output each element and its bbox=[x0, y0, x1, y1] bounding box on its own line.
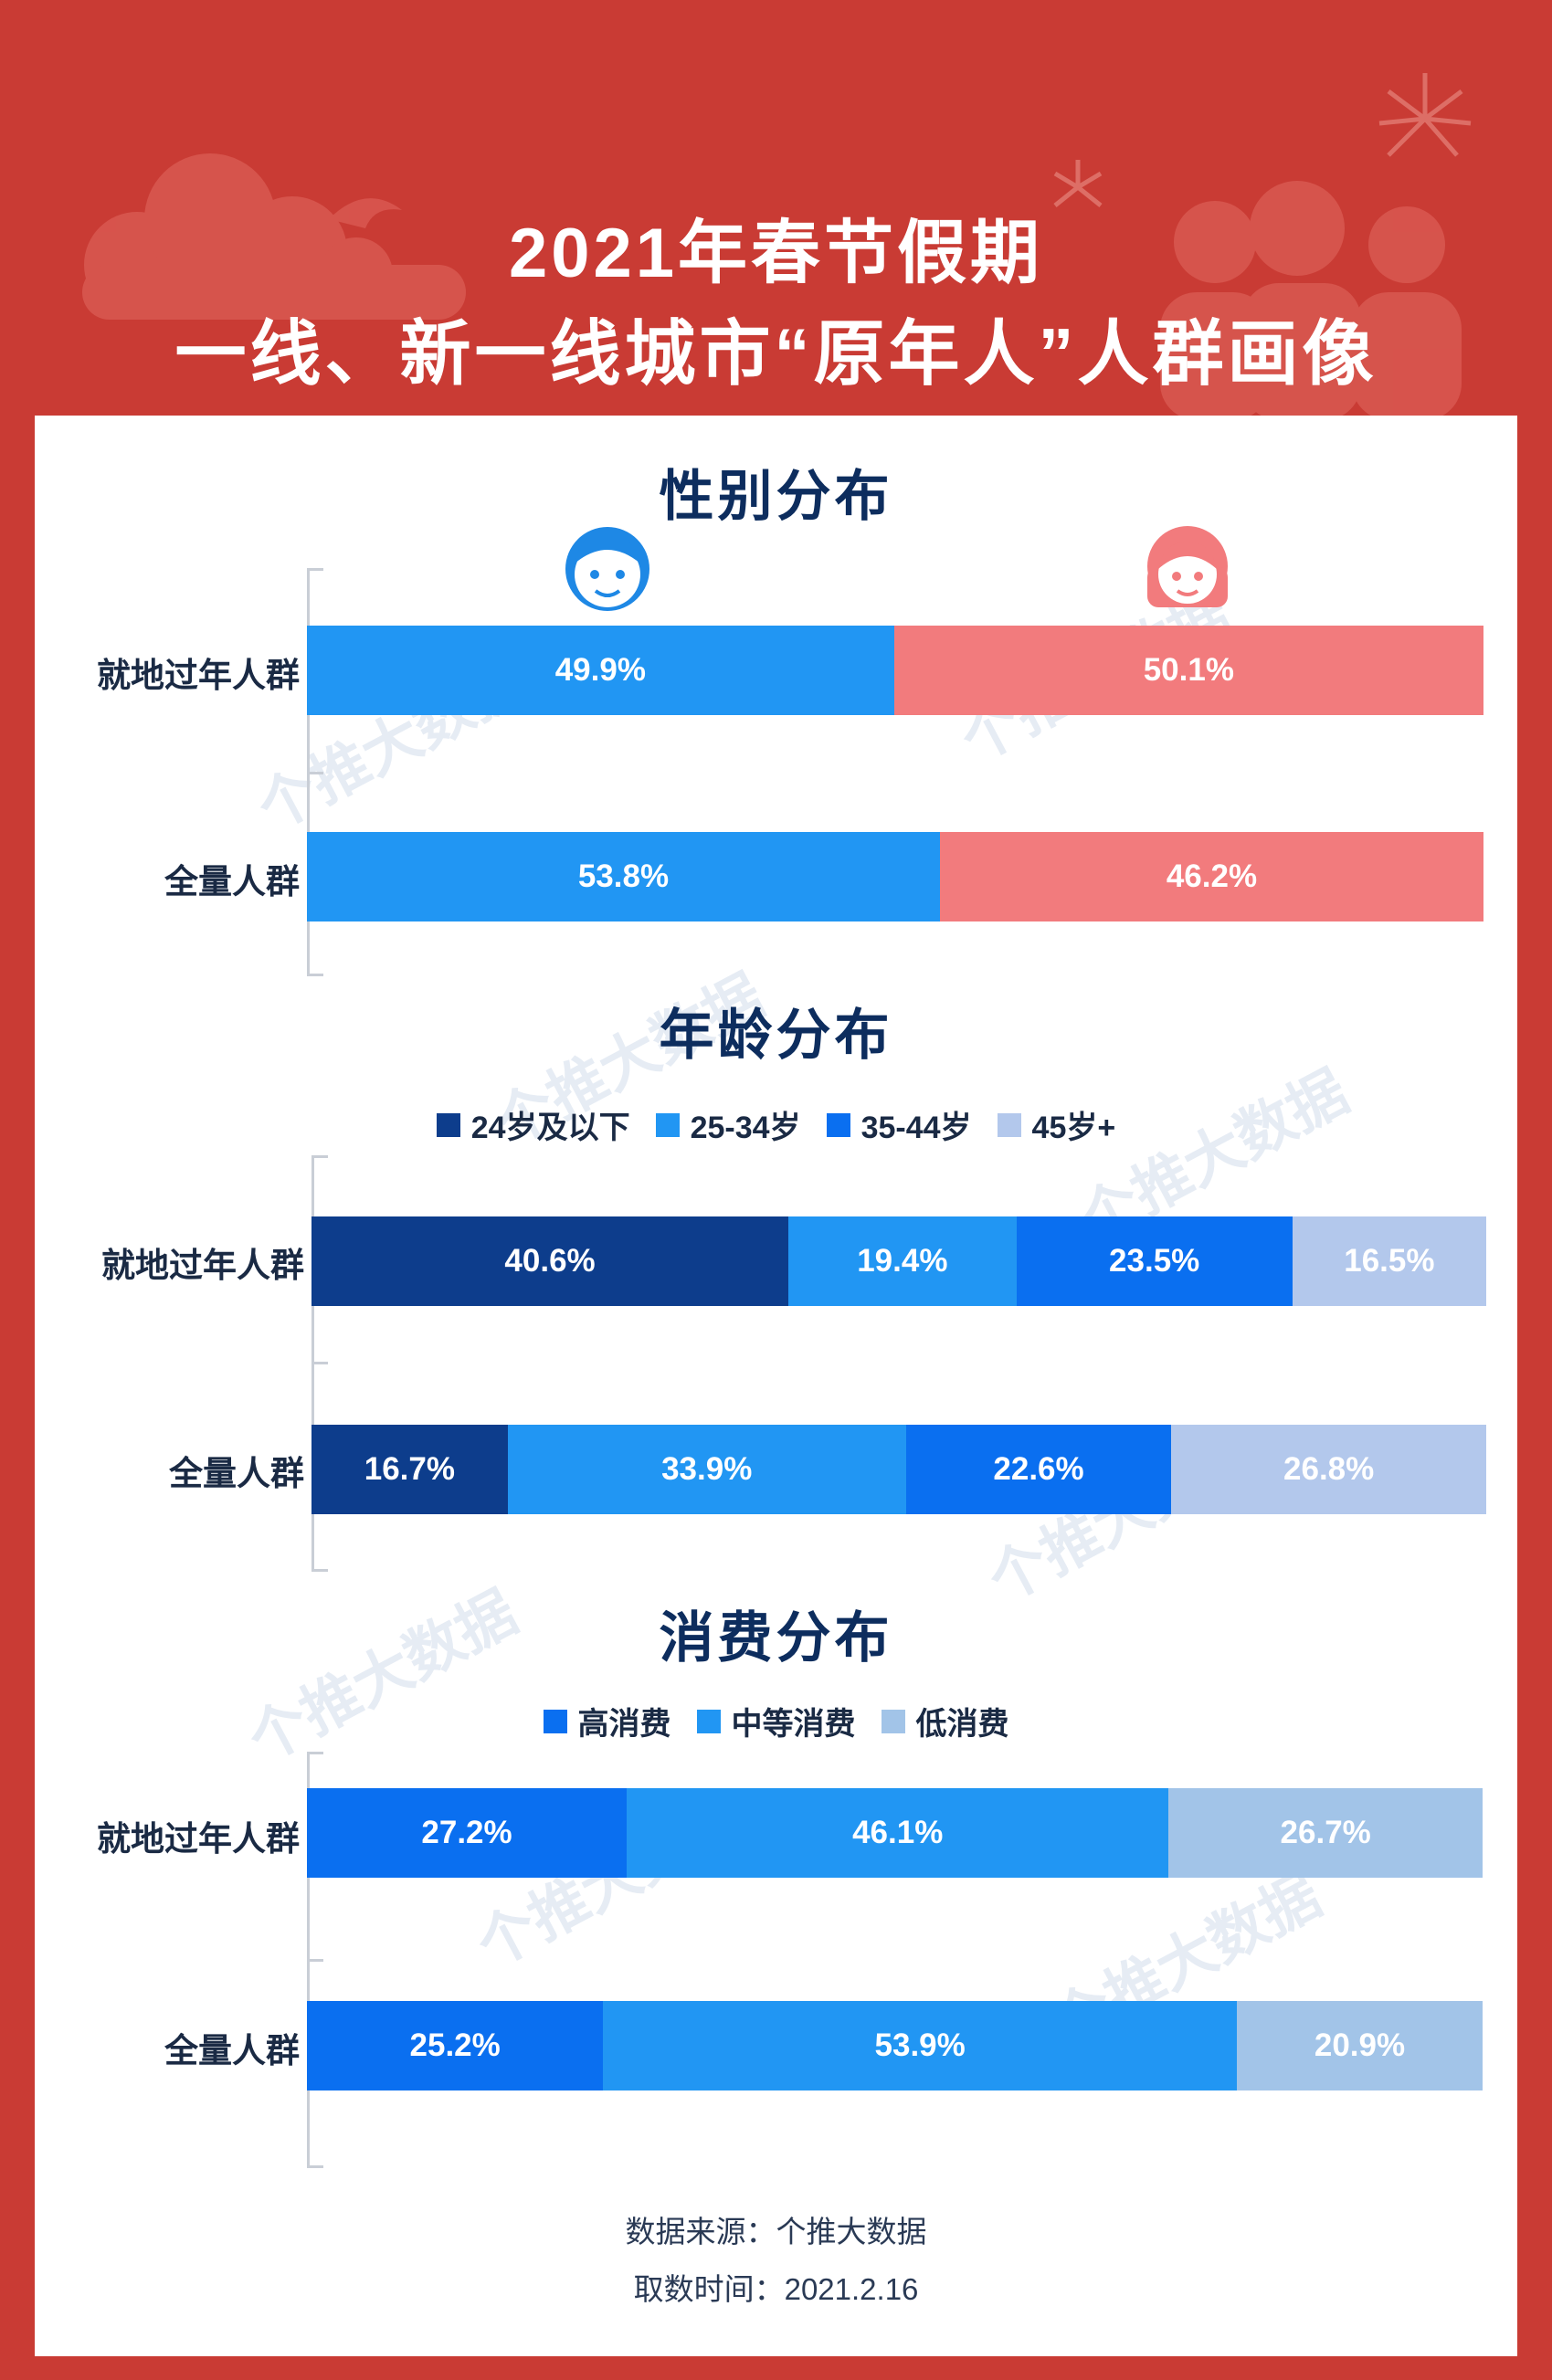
legend-item: 24岁及以下 bbox=[436, 1102, 630, 1147]
bar-segment: 20.9% bbox=[1237, 2001, 1483, 2090]
legend-swatch bbox=[696, 1709, 721, 1733]
legend-item: 25-34岁 bbox=[655, 1102, 801, 1147]
axis-tick bbox=[311, 1155, 328, 1158]
bar-segment: 22.6% bbox=[905, 1425, 1172, 1514]
bar-segment: 16.5% bbox=[1292, 1216, 1486, 1306]
legend-label: 24岁及以下 bbox=[470, 1111, 630, 1145]
spend-legend: 高消费 中等消费 低消费 bbox=[35, 1699, 1517, 1743]
axis-tick bbox=[311, 1569, 328, 1572]
row-label: 全量人群 bbox=[164, 863, 300, 900]
stacked-bar: 53.8% 46.2% bbox=[307, 832, 1483, 921]
legend-item: 中等消费 bbox=[696, 1699, 856, 1743]
legend-swatch bbox=[997, 1112, 1021, 1137]
bar-segment: 33.9% bbox=[507, 1425, 906, 1514]
axis-tick bbox=[307, 2165, 323, 2168]
header-banner: 2021年春节假期 一线、新一线城市“原年人”人群画像 bbox=[0, 0, 1552, 416]
girl-face-icon bbox=[1147, 526, 1228, 607]
people-decoration-icon bbox=[1160, 181, 1462, 416]
bar-segment: 25.2% bbox=[307, 2001, 604, 2090]
stacked-bar: 16.7% 33.9% 22.6% 26.8% bbox=[311, 1425, 1486, 1514]
legend-label: 高消费 bbox=[577, 1707, 671, 1742]
axis-tick bbox=[307, 568, 323, 571]
legend-label: 25-34岁 bbox=[690, 1111, 801, 1145]
legend-swatch bbox=[436, 1112, 460, 1137]
axis-tick bbox=[307, 1752, 323, 1754]
legend-label: 低消费 bbox=[915, 1707, 1009, 1742]
bar-segment: 27.2% bbox=[307, 1788, 628, 1878]
axis-tick bbox=[307, 772, 323, 774]
row-label: 就地过年人群 bbox=[101, 1247, 304, 1284]
bar-segment: 26.7% bbox=[1168, 1788, 1483, 1878]
bar-segment: 19.4% bbox=[788, 1216, 1017, 1306]
stacked-bar: 25.2% 53.9% 20.9% bbox=[307, 2001, 1483, 2090]
stacked-bar: 49.9% 50.1% bbox=[307, 626, 1483, 715]
axis-tick bbox=[307, 1959, 323, 1962]
boy-face-icon bbox=[565, 527, 649, 611]
bar-segment: 46.2% bbox=[939, 832, 1483, 921]
legend-item: 低消费 bbox=[881, 1699, 1009, 1743]
bar-segment: 50.1% bbox=[893, 626, 1483, 715]
legend-swatch bbox=[655, 1112, 680, 1137]
stacked-bar: 40.6% 19.4% 23.5% 16.5% bbox=[311, 1216, 1486, 1306]
row-label: 全量人群 bbox=[169, 1455, 304, 1492]
page-title-line-1: 2021年春节假期 bbox=[508, 215, 1044, 292]
age-legend: 24岁及以下 25-34岁 35-44岁 45岁+ bbox=[35, 1102, 1517, 1147]
legend-swatch bbox=[826, 1112, 850, 1137]
bar-segment: 40.6% bbox=[311, 1216, 789, 1306]
age-section-title: 年龄分布 bbox=[659, 1005, 893, 1066]
bar-segment: 46.1% bbox=[627, 1788, 1169, 1878]
bar-segment: 23.5% bbox=[1016, 1216, 1293, 1306]
legend-label: 中等消费 bbox=[731, 1707, 856, 1742]
legend-label: 45岁+ bbox=[1031, 1111, 1116, 1145]
gender-section-title: 性别分布 bbox=[659, 466, 893, 527]
legend-item: 45岁+ bbox=[997, 1102, 1116, 1147]
stacked-bar: 27.2% 46.1% 26.7% bbox=[307, 1788, 1483, 1878]
header-decoration bbox=[82, 73, 1472, 416]
legend-item: 高消费 bbox=[543, 1699, 671, 1743]
row-label: 全量人群 bbox=[164, 2032, 300, 2069]
bar-segment: 53.8% bbox=[307, 832, 940, 921]
bar-segment: 26.8% bbox=[1171, 1425, 1486, 1514]
legend-label: 35-44岁 bbox=[860, 1111, 972, 1145]
legend-item: 35-44岁 bbox=[826, 1102, 972, 1147]
firework-decoration-icon bbox=[1053, 73, 1472, 207]
bar-segment: 16.7% bbox=[311, 1425, 508, 1514]
spend-section-title: 消费分布 bbox=[659, 1607, 893, 1669]
data-date: 取数时间：2021.2.16 bbox=[633, 2272, 919, 2306]
bar-segment: 53.9% bbox=[603, 2001, 1237, 2090]
axis-tick bbox=[307, 974, 323, 976]
row-label: 就地过年人群 bbox=[97, 657, 300, 694]
bar-segment: 49.9% bbox=[307, 626, 894, 715]
legend-swatch bbox=[881, 1709, 905, 1733]
legend-swatch bbox=[543, 1709, 567, 1733]
content-panel: 个推大数据 个推大数据 个推大数据 个推大数据 个推大数据 个推大数据 个推大数… bbox=[35, 416, 1517, 2356]
row-label: 就地过年人群 bbox=[97, 1820, 300, 1858]
axis-tick bbox=[311, 1362, 328, 1364]
cloud-decoration-icon bbox=[82, 153, 466, 320]
page-title-line-2: 一线、新一线城市“原年人”人群画像 bbox=[174, 313, 1378, 394]
data-source: 数据来源：个推大数据 bbox=[625, 2215, 927, 2248]
